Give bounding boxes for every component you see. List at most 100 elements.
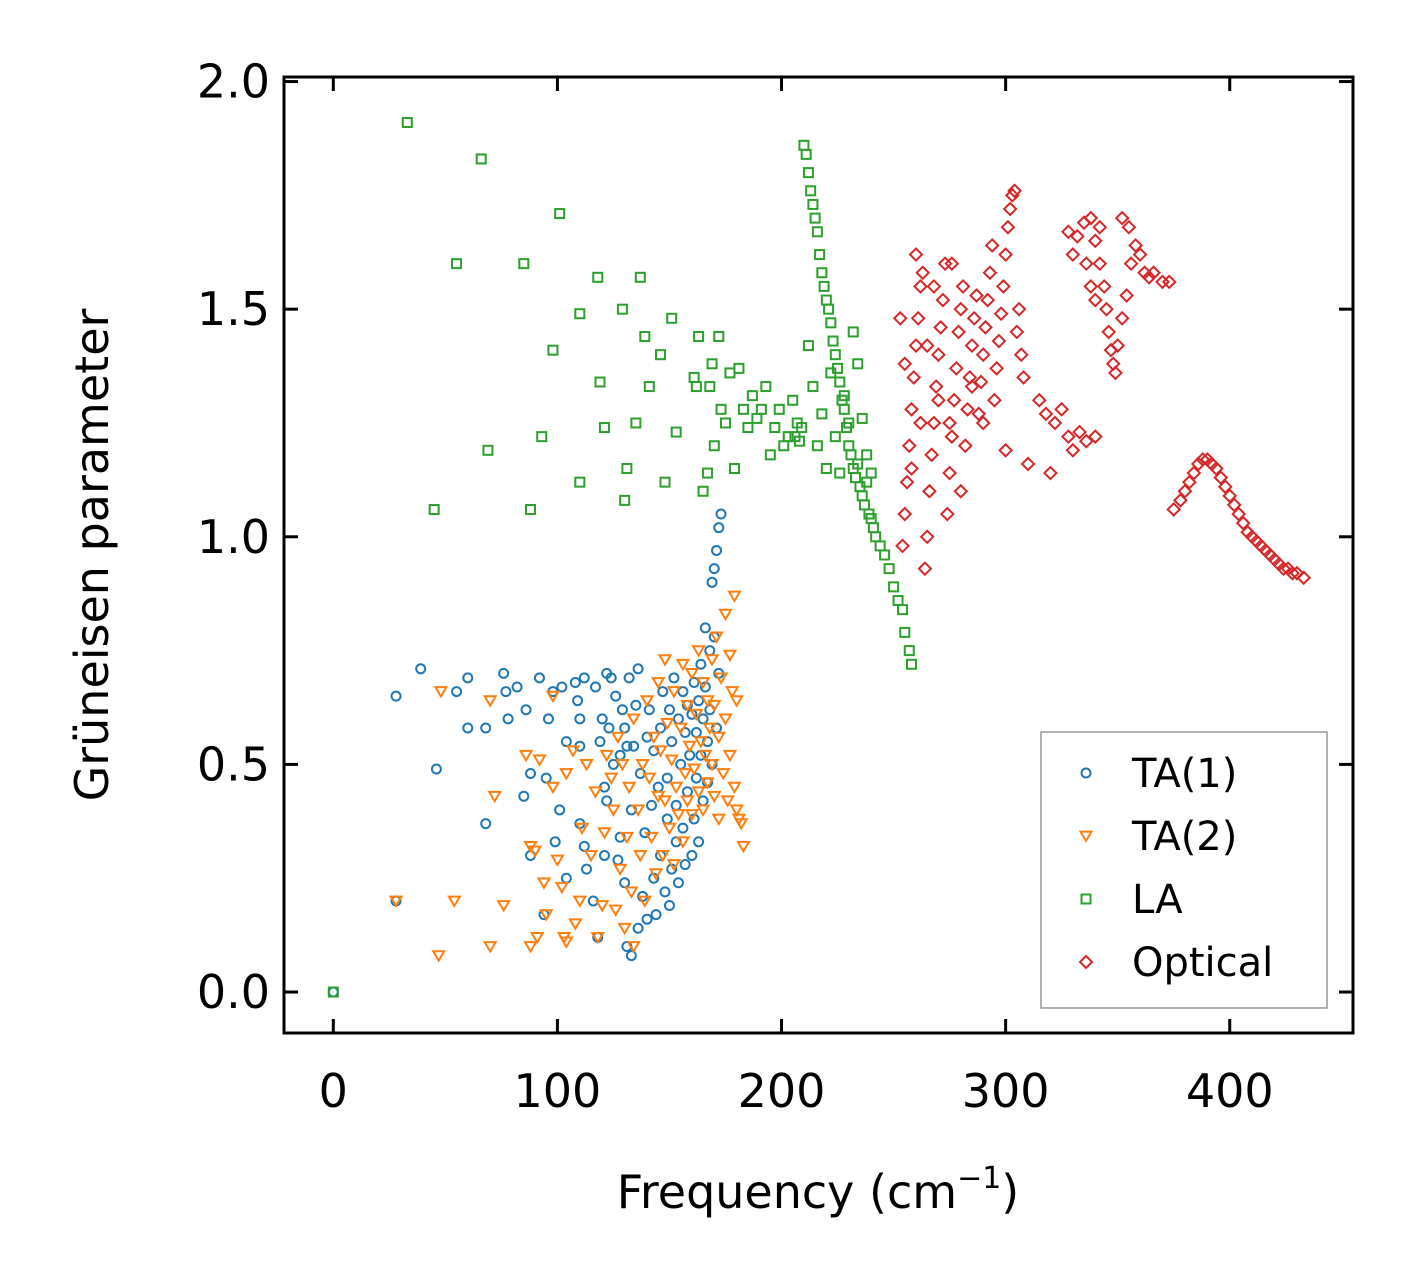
data-point [1072,424,1088,440]
data-point [720,795,735,808]
data-point [867,522,879,534]
data-point [648,868,664,881]
data-point [670,426,682,438]
data-point [897,604,909,616]
data-point [652,781,664,793]
data-point [630,804,646,817]
data-point [1011,301,1027,317]
data-point [480,722,492,734]
data-point [733,362,745,374]
data-point [568,918,583,931]
data-point [955,278,971,294]
data-point [1078,433,1094,449]
data-point [675,658,691,672]
data-point [778,440,790,452]
data-point [657,795,673,808]
data-point [680,699,695,713]
data-point [706,576,718,588]
series-la [327,117,918,998]
data-point [883,563,895,575]
data-point [782,431,794,443]
data-point [482,444,494,456]
data-point [1009,324,1025,340]
data-point [807,381,819,393]
data-point [838,390,850,402]
data-point [666,312,678,324]
data-point [646,799,658,811]
data-point [834,467,846,479]
data-point [716,768,731,781]
data-point [928,379,944,394]
data-point [1099,301,1114,317]
data-point [953,301,969,317]
data-point [982,265,998,281]
data-point [975,347,991,363]
data-point [617,922,632,936]
data-point [614,749,626,761]
data-point [634,271,646,283]
data-point [1007,183,1023,199]
data-point [733,818,749,831]
data-point [722,749,738,763]
data-point [415,663,427,675]
data-point [1031,392,1047,408]
data-point [536,431,548,443]
data-point [686,849,698,861]
legend-entry: Optical [1078,940,1273,986]
data-point [390,690,402,702]
y-tick-label: 1.5 [197,282,270,336]
data-point [624,886,639,899]
data-point [910,310,926,326]
data-point [635,759,650,772]
data-point [616,704,628,716]
data-point [906,370,922,385]
data-point [583,850,599,863]
data-point [663,704,675,716]
data-point [1217,479,1233,495]
y-tick-label: 1.0 [197,510,270,564]
data-point [1054,401,1070,417]
data-point [574,308,586,320]
data-point [693,736,709,749]
data-point [668,781,684,795]
data-point [560,872,572,884]
data-point [998,442,1014,458]
data-point [549,836,561,848]
data-point [547,344,559,356]
data-point [973,374,989,390]
data-point [388,895,404,908]
data-point [498,667,510,679]
data-point [661,772,673,784]
data-point [852,358,864,370]
data-point [796,422,808,434]
data-point [904,401,919,417]
data-point [612,854,624,866]
data-point [1096,278,1112,294]
data-point [942,465,958,481]
data-point [811,440,823,452]
data-point [865,467,877,479]
data-point [599,749,614,763]
legend-entry: TA(2) [1078,814,1237,860]
data-point [578,840,590,852]
data-point [672,713,684,725]
data-point [690,727,702,739]
plot-border [282,75,1355,1035]
data-point [1004,187,1020,203]
data-point [623,672,635,684]
data-point [702,467,714,479]
x-axis-title-main: Frequency (cm [617,1165,957,1219]
data-point [1213,470,1229,486]
data-point [930,347,946,363]
data-point [1087,429,1103,445]
data-point [858,499,870,511]
data-point [677,822,689,834]
data-point [729,804,744,817]
data-point [1047,415,1063,431]
data-point [847,326,859,338]
legend-label: LA [1132,877,1183,923]
data-point [823,303,835,315]
data-point [969,288,984,303]
data-point [966,310,982,326]
data-point [852,458,864,470]
